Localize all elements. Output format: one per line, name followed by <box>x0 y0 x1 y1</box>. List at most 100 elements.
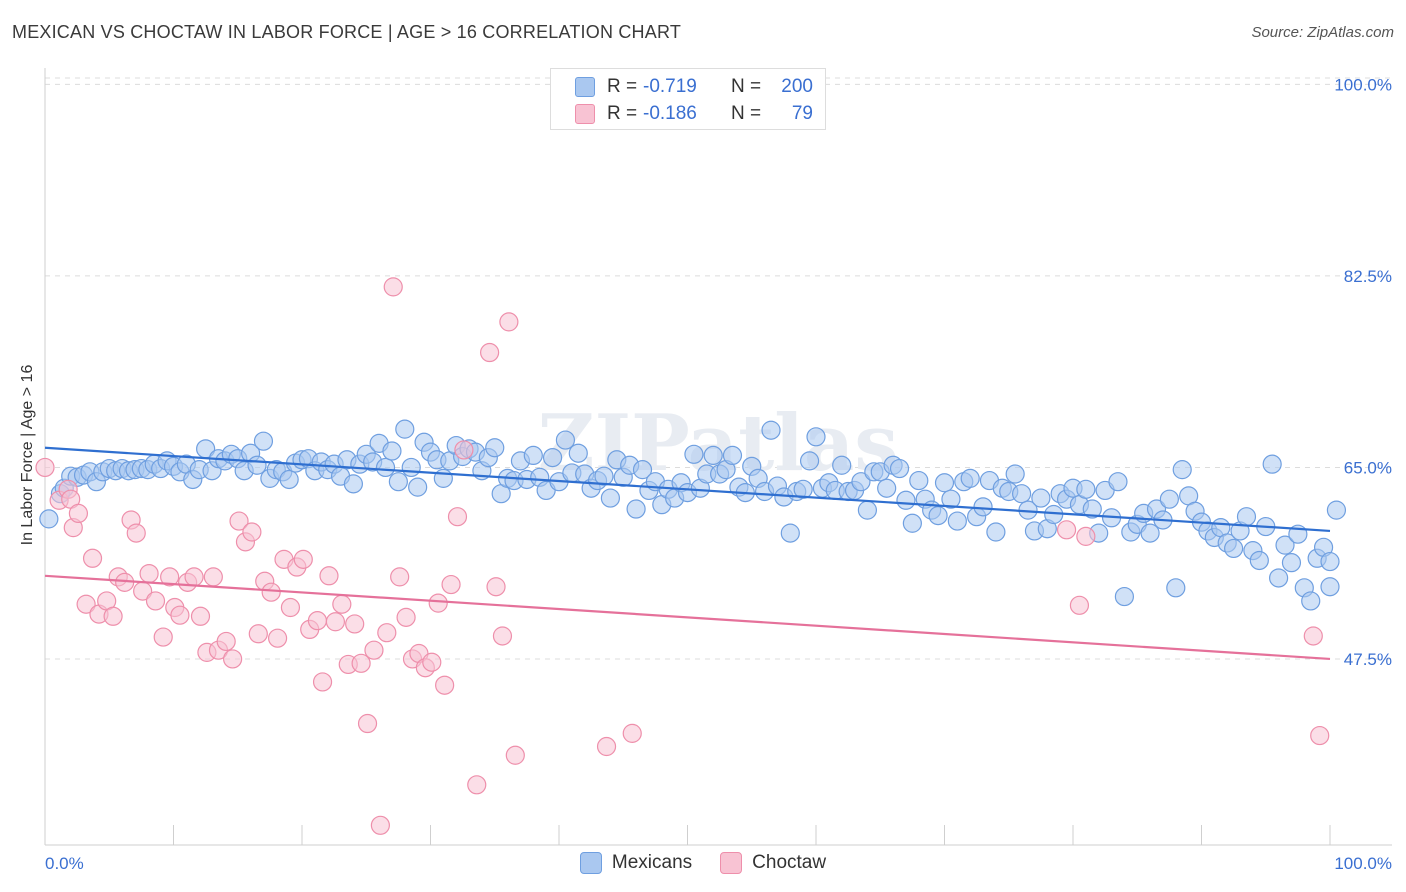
data-point <box>441 574 461 595</box>
data-point <box>184 567 204 587</box>
data-point <box>492 626 513 646</box>
data-point <box>486 577 506 597</box>
data-point <box>216 631 236 652</box>
data-point <box>684 444 704 464</box>
data-point <box>1108 472 1128 492</box>
data-point <box>622 723 642 743</box>
data-point <box>364 640 384 660</box>
y-axis-title: In Labor Force | Age > 16 <box>19 364 36 546</box>
data-point <box>703 445 723 466</box>
data-point <box>889 458 910 479</box>
legend-swatch-choctaw <box>575 104 595 124</box>
data-point <box>293 549 313 569</box>
data-point <box>1031 488 1051 508</box>
legend-r-label: R = <box>607 76 638 97</box>
legend-swatch-mexicans <box>579 852 602 874</box>
data-point <box>1166 578 1186 598</box>
data-point <box>851 472 871 492</box>
data-point <box>542 447 563 468</box>
data-point <box>351 653 371 673</box>
data-point <box>1082 499 1102 519</box>
legend-item-choctaw[interactable]: Choctaw <box>720 852 826 874</box>
data-point <box>332 594 352 614</box>
data-point <box>267 628 288 648</box>
data-point <box>153 627 173 647</box>
data-point <box>1159 489 1179 509</box>
axes <box>44 68 1392 846</box>
source-label: Source: ZipAtlas.com <box>1251 24 1394 41</box>
data-point <box>1005 464 1025 484</box>
data-point <box>909 470 929 491</box>
data-point <box>1011 484 1032 504</box>
data-point <box>523 445 543 466</box>
data-point <box>68 503 89 524</box>
grid-lines <box>45 77 1392 660</box>
data-point <box>1275 535 1295 555</box>
data-point <box>1224 538 1244 559</box>
data-point <box>1320 551 1340 572</box>
legend-label-choctaw: Choctaw <box>752 852 827 873</box>
data-point <box>1236 507 1257 527</box>
legend-n-value: 200 <box>781 76 813 97</box>
data-point <box>960 468 980 488</box>
data-point <box>555 430 576 450</box>
data-point <box>454 440 474 460</box>
data-point <box>505 745 525 765</box>
data-point <box>626 499 646 519</box>
data-point <box>600 488 621 508</box>
data-point <box>947 511 967 531</box>
data-point <box>896 490 916 510</box>
data-point <box>1268 568 1289 588</box>
data-point <box>428 593 448 613</box>
data-point <box>594 466 614 486</box>
x-tick-label: 100.0% <box>1334 854 1392 873</box>
legend-n-value: 79 <box>791 103 813 124</box>
data-point <box>223 649 243 669</box>
data-point <box>253 431 274 451</box>
data-point <box>1069 595 1090 615</box>
legend-row-mexicans: R = -0.719 N = 200 <box>575 75 813 99</box>
data-point <box>1310 725 1330 746</box>
data-point <box>934 473 955 493</box>
data-point <box>375 457 396 478</box>
data-point <box>722 445 743 466</box>
data-point <box>806 427 826 447</box>
data-point <box>401 457 421 478</box>
data-point <box>857 500 878 520</box>
data-point <box>1301 591 1321 611</box>
data-point <box>1076 479 1096 499</box>
legend-n-label: N = <box>731 103 762 124</box>
data-point <box>319 566 339 586</box>
data-point <box>242 522 262 542</box>
data-point <box>248 624 268 644</box>
data-point <box>1056 520 1077 540</box>
data-point <box>383 277 403 297</box>
data-point <box>1076 526 1096 546</box>
data-point <box>780 523 800 543</box>
data-point <box>1172 460 1192 480</box>
data-point <box>343 474 363 494</box>
data-point <box>973 497 993 517</box>
legend-r-label: R = <box>607 103 638 124</box>
legend-item-mexicans[interactable]: Mexicans <box>579 852 692 874</box>
data-point <box>832 455 852 475</box>
data-point <box>396 607 416 627</box>
data-points <box>35 277 1347 835</box>
data-point <box>279 469 299 490</box>
legend-n-label: N = <box>731 76 762 97</box>
data-point <box>799 451 820 471</box>
data-point <box>568 443 588 463</box>
legend-r-value: -0.719 <box>643 76 697 97</box>
data-point <box>1140 523 1160 543</box>
legend-row-choctaw: R = -0.186 N = 79 <box>575 102 813 126</box>
data-point <box>39 509 59 529</box>
data-point <box>877 478 897 498</box>
data-point <box>325 612 346 632</box>
data-point <box>126 523 146 543</box>
x-tick-label: 0.0% <box>45 854 84 873</box>
series-legend: Mexicans Choctaw <box>0 852 1406 874</box>
data-point <box>203 567 223 587</box>
data-point <box>902 513 922 533</box>
data-point <box>1262 454 1282 474</box>
